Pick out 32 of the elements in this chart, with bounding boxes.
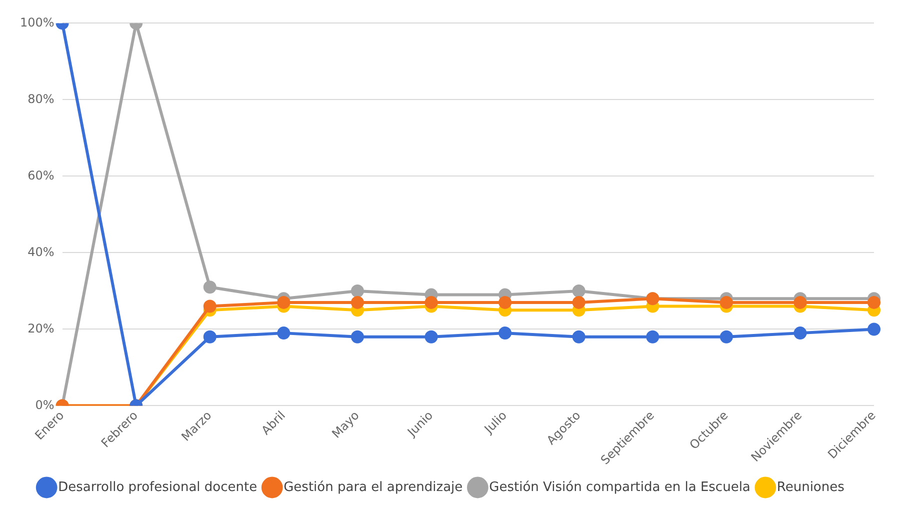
point [424,296,438,309]
y-tick-label: 100% [20,15,54,30]
point [572,284,586,298]
point [498,326,512,340]
y-tick-label: 20% [28,321,54,336]
point [277,296,290,309]
point [424,330,438,344]
point [868,296,880,309]
y-tick-label: 80% [28,92,54,106]
point [203,280,216,294]
point [350,284,364,298]
y-tick-label: 0% [35,398,54,412]
point [277,326,290,340]
point [572,296,586,309]
point [794,326,807,340]
legend-label: Gestión para el aprendizaje [284,480,463,495]
point [498,296,512,309]
legend-label: Gestión Visión compartida en la Escuela [489,480,750,495]
legend-label: Reuniones [776,480,845,495]
y-tick-label: 60% [28,168,54,182]
point [572,330,586,344]
point [646,330,660,344]
point [203,300,216,313]
point [868,322,880,336]
point [720,296,733,309]
legend-label: Desarrollo profesional docente [58,480,258,495]
point [350,330,364,344]
y-tick-label: 40% [28,244,54,259]
point [720,330,733,344]
point [350,296,364,309]
point [203,330,216,344]
point [794,296,807,309]
